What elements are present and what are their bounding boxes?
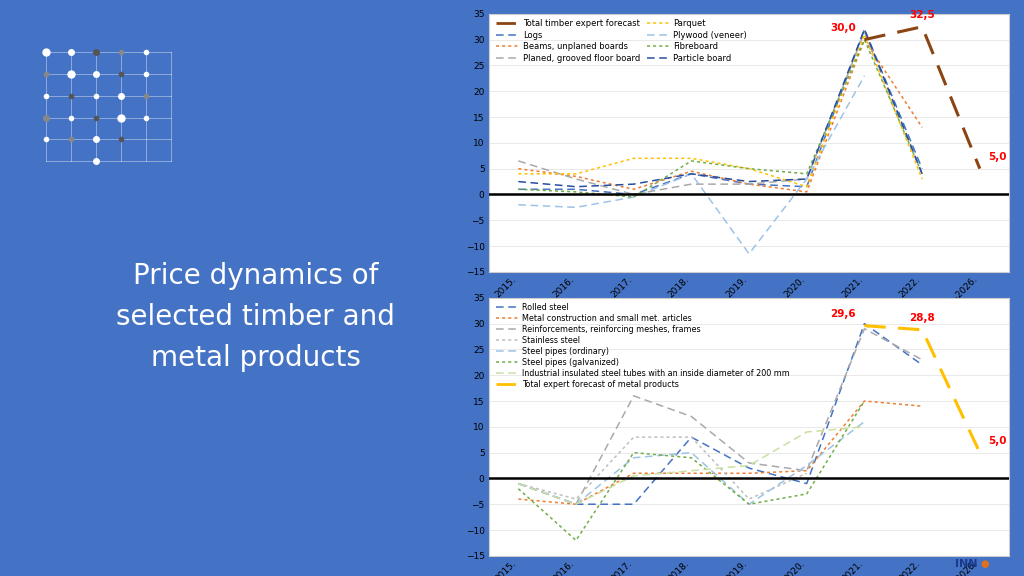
Text: ●: ● <box>981 559 989 569</box>
Text: 5,0: 5,0 <box>988 435 1007 446</box>
Legend: Total timber expert forecast, Logs, Beams, unplaned boards, Planed, grooved floo: Total timber expert forecast, Logs, Beam… <box>497 19 748 63</box>
Text: 5,0: 5,0 <box>988 151 1007 162</box>
Text: 28,8: 28,8 <box>909 313 935 323</box>
Legend: Rolled steel, Metal construction and small met. articles, Reinforcements, reinfo: Rolled steel, Metal construction and sma… <box>496 303 790 389</box>
Text: strategy & analytics: strategy & analytics <box>978 567 1024 573</box>
Text: 29,6: 29,6 <box>830 309 856 319</box>
Text: MATRIX: MATRIX <box>993 559 1024 569</box>
Text: INN: INN <box>955 559 978 569</box>
Text: 30,0: 30,0 <box>830 22 856 33</box>
Text: Price dynamics of
selected timber and
metal products: Price dynamics of selected timber and me… <box>116 262 395 372</box>
Text: 32,5: 32,5 <box>909 10 935 20</box>
